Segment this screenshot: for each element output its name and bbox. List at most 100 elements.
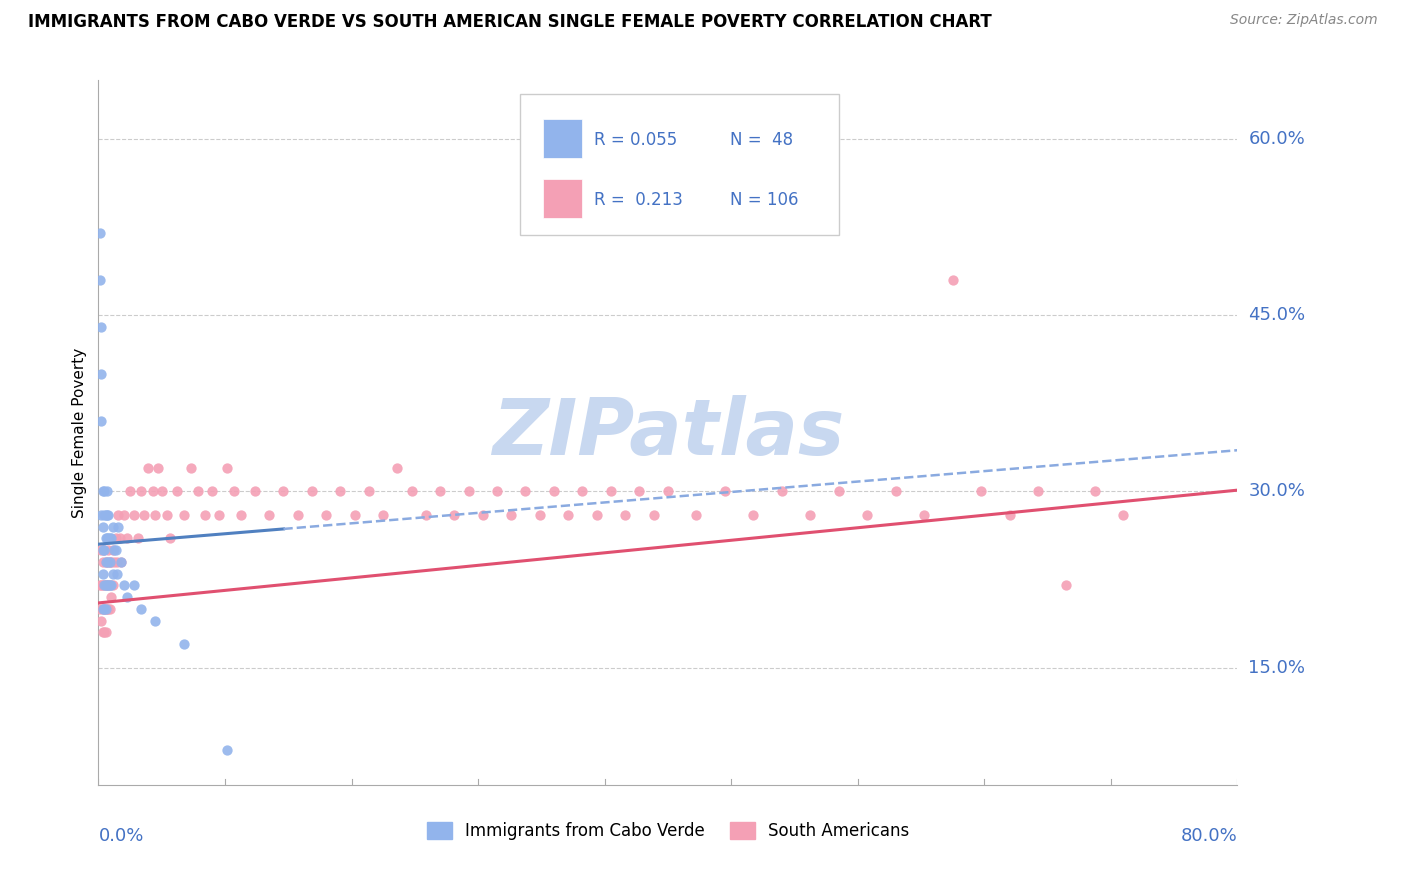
Point xyxy=(89,601,111,615)
Point xyxy=(742,508,765,522)
Point xyxy=(457,484,479,499)
Point xyxy=(96,555,118,569)
Point xyxy=(657,484,679,499)
Text: 15.0%: 15.0% xyxy=(1249,658,1305,676)
Point xyxy=(94,601,117,615)
Point xyxy=(110,555,132,569)
Point xyxy=(97,578,120,592)
Point xyxy=(145,508,167,522)
Point xyxy=(107,508,129,522)
Point xyxy=(122,578,145,592)
Point xyxy=(90,414,112,428)
Point xyxy=(129,484,152,499)
Point xyxy=(94,531,117,545)
Point xyxy=(94,625,117,640)
Point xyxy=(145,614,167,628)
Point xyxy=(98,601,121,615)
Point xyxy=(443,508,465,522)
Point xyxy=(600,484,623,499)
Point xyxy=(856,508,879,522)
Point xyxy=(828,484,851,499)
Point xyxy=(91,566,114,581)
Point xyxy=(515,484,537,499)
Point xyxy=(110,555,132,569)
Point xyxy=(90,367,112,381)
Point xyxy=(98,578,121,592)
Point xyxy=(91,519,114,533)
Point xyxy=(501,508,523,522)
Point xyxy=(101,519,124,533)
Point xyxy=(98,578,121,592)
Point xyxy=(471,508,494,522)
Point xyxy=(215,742,238,756)
Point xyxy=(714,484,737,499)
Point xyxy=(429,484,451,499)
Point xyxy=(94,555,117,569)
Point xyxy=(998,508,1021,522)
Point xyxy=(98,555,121,569)
Point xyxy=(685,508,707,522)
Point xyxy=(118,484,141,499)
Point xyxy=(942,273,965,287)
Point xyxy=(89,226,111,240)
Point xyxy=(91,555,114,569)
Point xyxy=(208,508,231,522)
Point xyxy=(373,508,395,522)
Point xyxy=(115,531,138,545)
Point xyxy=(89,578,111,592)
Point xyxy=(180,460,202,475)
Point xyxy=(101,543,124,558)
Point xyxy=(93,578,115,592)
FancyBboxPatch shape xyxy=(543,119,582,158)
Point xyxy=(166,484,188,499)
Point xyxy=(97,555,120,569)
Point xyxy=(94,578,117,592)
Point xyxy=(585,508,607,522)
Text: Source: ZipAtlas.com: Source: ZipAtlas.com xyxy=(1230,13,1378,28)
Text: 60.0%: 60.0% xyxy=(1249,130,1305,148)
Point xyxy=(315,508,337,522)
Point xyxy=(100,590,122,604)
Point xyxy=(96,531,118,545)
Point xyxy=(173,637,195,651)
Point xyxy=(91,625,114,640)
Point xyxy=(1056,578,1078,592)
Point xyxy=(100,578,122,592)
Point xyxy=(101,578,124,592)
Y-axis label: Single Female Poverty: Single Female Poverty xyxy=(72,348,87,517)
Point xyxy=(108,531,131,545)
Point xyxy=(104,543,127,558)
Point xyxy=(1026,484,1049,499)
Point xyxy=(136,460,159,475)
Point xyxy=(91,601,114,615)
Point xyxy=(90,578,112,592)
Point xyxy=(912,508,935,522)
Point xyxy=(799,508,821,522)
Point xyxy=(273,484,295,499)
Point xyxy=(1112,508,1135,522)
Point xyxy=(105,566,128,581)
Point xyxy=(93,543,115,558)
Text: 45.0%: 45.0% xyxy=(1249,306,1306,324)
Point xyxy=(357,484,380,499)
Text: 0.0%: 0.0% xyxy=(98,827,143,846)
Point xyxy=(91,484,114,499)
Point xyxy=(243,484,266,499)
Point xyxy=(148,460,170,475)
Point xyxy=(90,614,112,628)
Point xyxy=(287,508,309,522)
Point xyxy=(96,508,118,522)
Point xyxy=(97,543,120,558)
Point xyxy=(159,531,181,545)
Point xyxy=(401,484,423,499)
Point xyxy=(100,555,122,569)
Point xyxy=(105,555,128,569)
Point xyxy=(343,508,366,522)
Point xyxy=(614,508,637,522)
Point xyxy=(93,601,115,615)
Text: N =  48: N = 48 xyxy=(731,131,793,149)
Text: 30.0%: 30.0% xyxy=(1249,483,1305,500)
Point xyxy=(156,508,179,522)
Point xyxy=(132,508,155,522)
Text: R = 0.055: R = 0.055 xyxy=(593,131,678,149)
